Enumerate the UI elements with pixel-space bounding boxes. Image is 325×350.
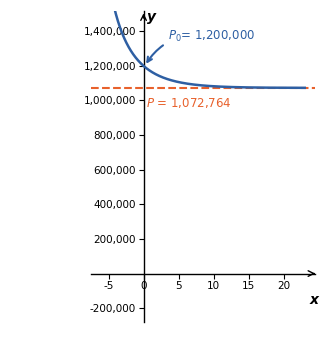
Text: $P$ = 1,072,764: $P$ = 1,072,764 xyxy=(146,96,231,110)
Text: x: x xyxy=(309,293,318,307)
Text: $P_0$= 1,200,000: $P_0$= 1,200,000 xyxy=(147,29,255,62)
Text: y: y xyxy=(147,10,156,25)
